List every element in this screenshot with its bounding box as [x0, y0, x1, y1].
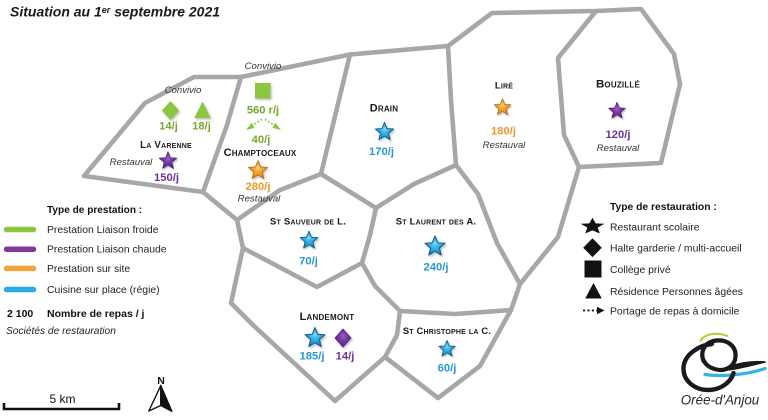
svg-text:Sociétés de restauration: Sociétés de restauration [6, 326, 116, 337]
svg-text:240/j: 240/j [424, 262, 449, 274]
svg-text:40/j: 40/j [252, 134, 271, 146]
svg-text:Halte garderie / multi-accueil: Halte garderie / multi-accueil [610, 244, 742, 255]
svg-text:14/j: 14/j [336, 351, 355, 363]
svg-text:Drain: Drain [370, 103, 398, 115]
svg-text:Type de prestation :: Type de prestation : [47, 205, 142, 216]
svg-text:St Sauveur de L.: St Sauveur de L. [270, 217, 346, 228]
svg-text:Restauval: Restauval [483, 140, 527, 151]
svg-text:Bouzillé: Bouzillé [596, 79, 641, 91]
svg-text:Collège privé: Collège privé [610, 265, 671, 276]
svg-text:18/j: 18/j [192, 121, 211, 133]
svg-text:170/j: 170/j [369, 146, 394, 158]
svg-text:Orée-d'Anjou: Orée-d'Anjou [681, 393, 760, 408]
svg-text:N: N [157, 375, 165, 387]
svg-text:185/j: 185/j [300, 351, 325, 363]
svg-text:120/j: 120/j [606, 129, 631, 141]
svg-text:Restaurant scolaire: Restaurant scolaire [610, 223, 700, 234]
svg-text:St Laurent des A.: St Laurent des A. [396, 217, 477, 228]
svg-text:5 km: 5 km [49, 392, 75, 406]
svg-text:Restauval: Restauval [238, 194, 282, 205]
svg-text:280/j: 280/j [246, 181, 271, 193]
svg-text:14/j: 14/j [159, 121, 178, 133]
svg-text:Type de restauration :: Type de restauration : [610, 202, 717, 213]
svg-text:Liré: Liré [495, 81, 513, 92]
svg-text:70/j: 70/j [299, 256, 318, 268]
svg-text:180/j: 180/j [491, 126, 516, 138]
svg-text:La Varenne: La Varenne [140, 140, 192, 151]
svg-text:Cuisine sur place (régie): Cuisine sur place (régie) [47, 285, 160, 296]
svg-text:Restauval: Restauval [597, 143, 641, 154]
svg-text:Convivio: Convivio [165, 85, 202, 96]
svg-text:Convivio: Convivio [245, 61, 282, 72]
svg-text:Portage de repas à domicile: Portage de repas à domicile [610, 307, 740, 318]
svg-text:60/j: 60/j [438, 363, 457, 375]
svg-text:Prestation sur site: Prestation sur site [47, 264, 130, 275]
svg-text:Résidence Personnes âgées: Résidence Personnes âgées [610, 287, 743, 298]
svg-text:560 r/j: 560 r/j [247, 105, 279, 117]
svg-text:Prestation Liaison chaude: Prestation Liaison chaude [47, 245, 167, 256]
svg-text:Nombre de repas / j: Nombre de repas / j [47, 308, 145, 320]
svg-text:Restauval: Restauval [110, 157, 154, 168]
svg-text:St Christophe la C.: St Christophe la C. [403, 325, 491, 336]
svg-text:Champtoceaux: Champtoceaux [224, 147, 297, 159]
svg-text:Landemont: Landemont [300, 311, 355, 323]
svg-text:2 100: 2 100 [7, 308, 33, 320]
svg-text:Situation au 1er septembre 202: Situation au 1er septembre 2021 [10, 3, 220, 19]
svg-text:Prestation Liaison froide: Prestation Liaison froide [47, 225, 159, 236]
svg-text:150/j: 150/j [154, 172, 179, 184]
